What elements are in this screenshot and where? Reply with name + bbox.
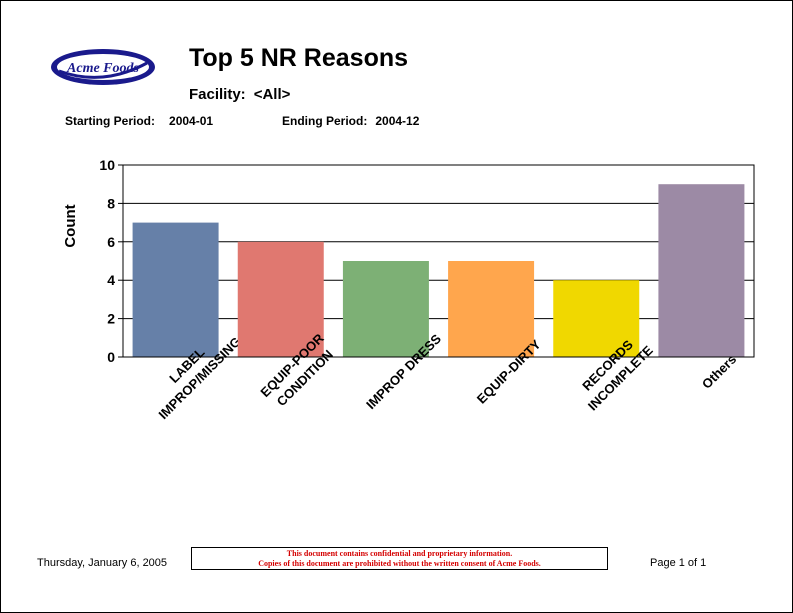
y-tick-label: 0 [107,349,115,365]
facility-value: <All> [253,86,291,103]
bar [448,261,535,357]
notice-line-2: Copies of this document are prohibited w… [258,559,541,568]
plot-frame [122,164,755,358]
y-tick-label: 4 [107,272,115,288]
y-axis-label: Count [62,204,79,247]
y-tick-label: 2 [107,311,115,327]
acme-foods-logo: Acme Foods [49,47,157,87]
facility-label: Facility: [189,86,246,103]
facility-line: Facility: <All> [189,86,290,103]
y-tick-label: 6 [107,234,115,250]
logo-text: Acme Foods [66,61,139,76]
report-title: Top 5 NR Reasons [189,44,409,72]
bar [658,184,745,357]
x-tick-label: Others [699,352,739,392]
bar [237,241,324,357]
y-tick-label: 8 [107,195,115,211]
ending-period-value: 2004-12 [375,114,420,128]
confidentiality-notice: This document contains confidential and … [191,547,608,570]
bar [342,261,429,357]
starting-period-value: 2004-01 [169,114,214,128]
bar [132,222,219,357]
ending-period: Ending Period: 2004-12 [282,114,419,128]
ending-period-label: Ending Period: [282,114,368,128]
x-tick-label-line: Others [699,352,739,392]
starting-period-label: Starting Period: [65,114,156,128]
y-tick-label: 10 [99,157,115,173]
footer-date: Thursday, January 6, 2005 [37,557,168,569]
notice-line-1: This document contains confidential and … [286,549,513,558]
bar [553,280,640,357]
logo-emblem-icon: Acme Foods [51,49,155,85]
page-number: Page 1 of 1 [650,557,707,569]
starting-period: Starting Period: 2004-01 [65,114,213,128]
